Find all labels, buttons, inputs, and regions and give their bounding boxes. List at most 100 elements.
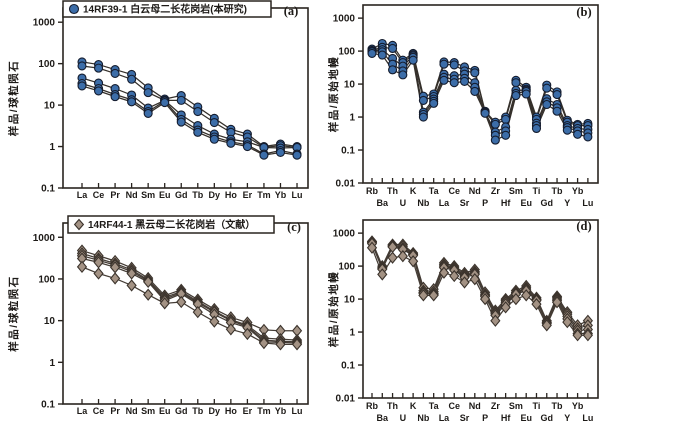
data-point-marker [470,86,480,96]
data-point-marker [572,329,583,342]
x-tick-label: Ce [93,406,105,416]
x-tick-label: P [482,413,488,423]
data-point-marker [429,98,439,108]
x-tick-label: Sr [460,198,470,208]
data-point-marker [511,90,521,101]
y-axis-title: 样品/原始地幔 [327,271,340,347]
data-point-marker [259,150,269,160]
x-tick-label: Lu [292,190,303,200]
data-point-marker [552,90,562,100]
x-tick-label: Nb [417,198,429,208]
y-tick-label: 1000 [333,229,356,240]
y-tick-label: 100 [38,59,55,70]
data-point-marker [93,267,104,280]
data-point-marker [367,48,377,58]
data-point-marker [192,305,203,319]
x-tick-label: La [439,413,450,423]
y-tick-label: 1000 [33,233,56,244]
data-point-marker [110,68,120,79]
legend-label: 14RF44-1 黑云母二长花岗岩（文献） [88,218,255,231]
data-point-marker [291,338,303,351]
y-tick-label: 100 [338,47,355,58]
x-tick-label: Y [564,413,570,423]
x-tick-label: Sr [460,413,470,423]
data-point-marker [143,288,154,301]
data-point-marker [418,112,428,122]
x-tick-label: Nd [469,186,481,196]
x-tick-label: Ta [429,186,440,196]
x-tick-label: Rb [366,186,378,196]
data-point-marker [193,106,203,117]
legend-marker-icon [73,218,85,231]
data-point-marker [531,123,542,134]
x-tick-label: Y [564,198,570,208]
panel-label: (a) [284,4,299,18]
x-tick-label: Pr [110,406,120,416]
y-tick-label: 0.1 [341,361,355,372]
plot-frame [62,222,309,405]
y-tick-label: 1000 [33,18,56,29]
x-tick-label: Dy [209,406,221,416]
x-tick-label: Ce [448,401,460,411]
data-point-marker [582,329,593,342]
x-tick-label: Nd [126,190,138,200]
data-point-marker [292,150,302,160]
data-point-marker [501,130,511,140]
data-point-marker [143,275,154,289]
data-point-marker [209,315,220,328]
x-tick-label: Th [387,401,398,411]
data-point-marker [479,292,491,306]
y-tick-label: 1 [49,358,55,369]
x-tick-label: Th [387,186,398,196]
panel-label: (c) [287,220,301,234]
data-point-marker [143,108,153,118]
series-line [372,51,589,137]
x-tick-label: Lu [292,406,303,416]
x-tick-label: Er [243,406,253,416]
y-tick-label: 0.1 [341,146,355,157]
x-tick-label: Gd [175,190,188,200]
x-tick-label: K [410,401,417,411]
data-point-marker [449,60,459,70]
x-tick-label: Ho [225,190,237,200]
y-tick-label: 10 [344,295,356,306]
data-point-marker [159,297,170,310]
data-point-marker [449,269,460,283]
x-tick-label: Eu [520,413,532,423]
data-point-marker [193,127,203,137]
y-tick-label: 10 [344,80,356,91]
y-axis-title: 样品/球粒陨石 [7,275,20,351]
x-tick-label: Ti [533,186,541,196]
y-tick-label: 10 [44,316,56,327]
x-tick-label: Tb [192,190,203,200]
x-tick-label: Ta [429,401,440,411]
x-tick-label: Tb [192,406,203,416]
data-point-marker [398,70,408,80]
y-tick-label: 0.1 [41,400,55,411]
data-point-marker [542,83,552,93]
data-point-marker [439,59,449,69]
x-tick-label: P [482,198,488,208]
x-tick-label: Pr [110,190,120,200]
data-point-marker [408,55,418,65]
data-point-marker [551,296,563,309]
data-point-marker [110,92,120,102]
data-point-marker [160,98,170,108]
x-tick-label: Yb [572,186,584,196]
x-tick-label: Tm [257,190,271,200]
data-point-marker [552,106,562,116]
panel-label: (d) [576,219,591,233]
x-tick-label: U [400,413,407,423]
x-tick-label: Ba [377,198,389,208]
data-point-marker [470,68,480,78]
x-tick-label: Yb [275,190,287,200]
series-line [371,247,588,336]
data-point-marker [77,61,87,71]
x-tick-label: Hf [501,198,511,208]
data-point-marker [510,292,522,306]
data-point-marker [583,132,593,142]
data-point-marker [126,267,137,280]
series-line [371,46,588,127]
